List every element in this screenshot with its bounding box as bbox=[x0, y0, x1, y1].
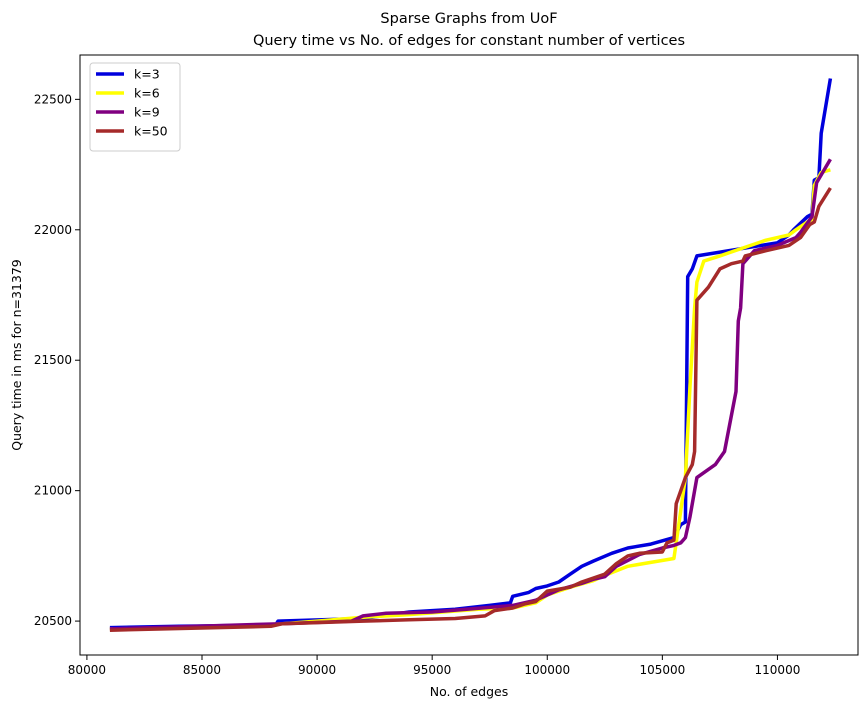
series-line-k-9 bbox=[109, 158, 832, 631]
legend-label: k=6 bbox=[134, 86, 160, 101]
y-axis-label: Query time in ms for n=31379 bbox=[9, 259, 24, 451]
legend-box bbox=[89, 62, 181, 152]
x-tick-label: 80000 bbox=[68, 663, 106, 677]
legend: k=3 k=6 k=9 k=50 bbox=[89, 62, 181, 152]
y-tick-label: 21000 bbox=[34, 484, 72, 498]
y-tick-label: 22000 bbox=[34, 223, 72, 237]
x-tick-label: 100000 bbox=[524, 663, 570, 677]
y-axis: 20500 21000 21500 22000 22500 bbox=[34, 92, 80, 628]
plot-area bbox=[79, 54, 859, 656]
x-axis: 80000 85000 90000 95000 100000 105000 110000 bbox=[68, 655, 801, 677]
x-tick-label: 85000 bbox=[183, 663, 221, 677]
x-tick-label: 105000 bbox=[639, 663, 685, 677]
x-tick-label: 95000 bbox=[413, 663, 451, 677]
series-layer bbox=[109, 78, 833, 632]
y-tick-label: 22500 bbox=[34, 92, 72, 106]
legend-label: k=3 bbox=[134, 67, 160, 82]
plot-frame bbox=[79, 54, 859, 656]
y-tick-label: 20500 bbox=[34, 614, 72, 628]
chart-title: Sparse Graphs from UoF bbox=[380, 11, 557, 27]
series-line-k-50 bbox=[109, 187, 832, 632]
chart-subtitle: Query time vs No. of edges for constant … bbox=[253, 33, 685, 49]
legend-label: k=9 bbox=[134, 105, 160, 120]
y-tick-label: 21500 bbox=[34, 353, 72, 367]
x-tick-label: 90000 bbox=[298, 663, 336, 677]
x-tick-label: 110000 bbox=[755, 663, 801, 677]
x-axis-label: No. of edges bbox=[430, 684, 509, 699]
legend-label: k=50 bbox=[134, 124, 168, 139]
